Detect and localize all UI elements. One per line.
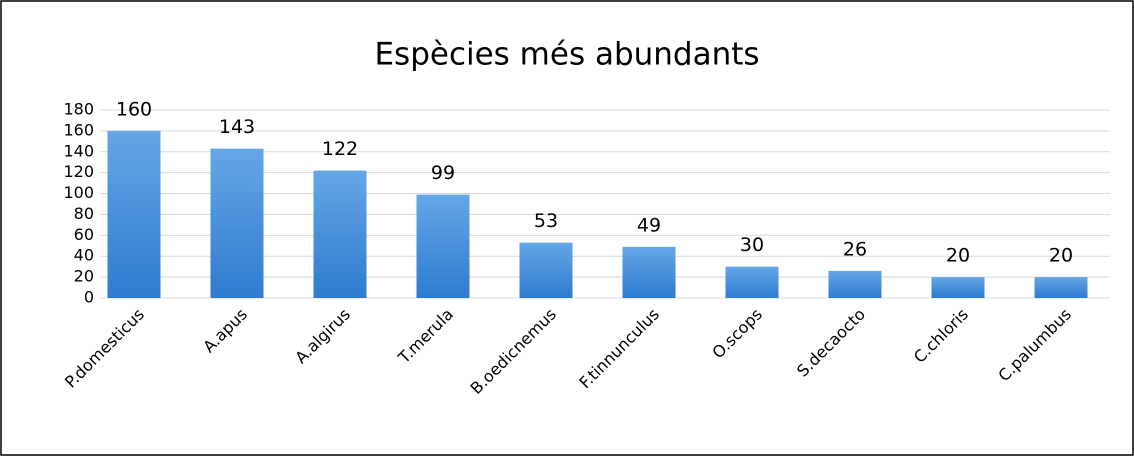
y-tick-label: 140	[63, 141, 94, 160]
bar	[1034, 277, 1088, 298]
y-tick-label: 80	[74, 204, 94, 223]
data-label: 122	[322, 138, 358, 160]
bar	[725, 266, 779, 298]
bar	[828, 270, 882, 298]
y-tick-label: 0	[84, 288, 94, 307]
bar	[622, 246, 676, 298]
y-tick-label: 100	[63, 183, 94, 202]
y-tick-label: 60	[74, 225, 94, 244]
y-tick-label: 160	[63, 120, 94, 139]
y-tick-label: 20	[74, 267, 94, 286]
bar	[416, 194, 470, 298]
y-tick-label: 180	[63, 100, 94, 119]
data-label: 20	[1049, 245, 1073, 267]
data-label: 49	[637, 214, 661, 236]
bar	[519, 242, 573, 298]
data-label: 143	[219, 116, 255, 138]
y-tick-label: 40	[74, 246, 94, 265]
data-label: 160	[116, 98, 152, 120]
data-label: 99	[431, 162, 455, 184]
data-label: 30	[740, 234, 764, 256]
bar	[210, 148, 264, 298]
y-tick-label: 120	[63, 162, 94, 181]
data-label: 20	[946, 245, 970, 267]
data-label: 26	[843, 238, 867, 260]
bar	[107, 130, 161, 298]
bar	[313, 170, 367, 298]
bar	[931, 277, 985, 298]
chart-title: Espècies més abundants	[374, 37, 759, 73]
data-label: 53	[534, 210, 558, 232]
